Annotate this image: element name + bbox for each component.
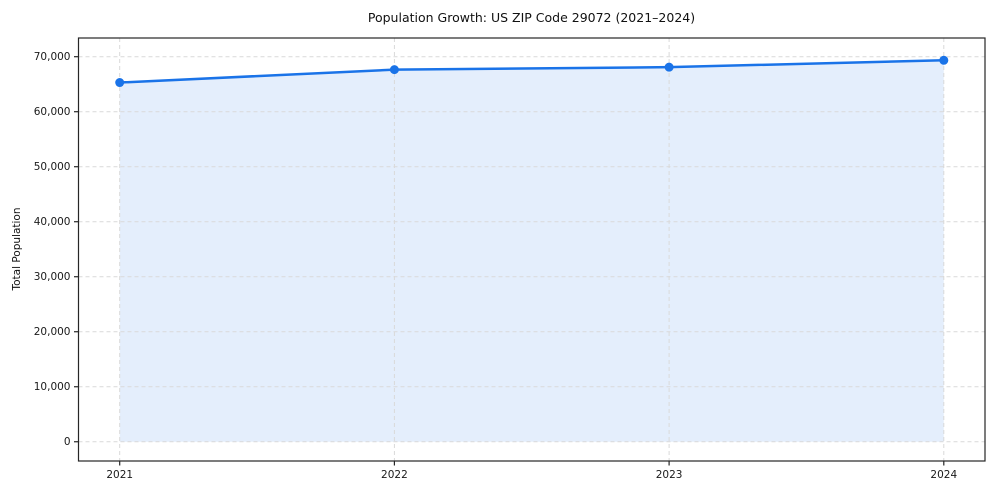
- x-tick-label: 2022: [381, 469, 408, 481]
- x-tick-label: 2023: [656, 469, 683, 481]
- data-point-marker: [939, 55, 949, 65]
- data-point-marker: [389, 65, 399, 75]
- y-tick-label: 30,000: [34, 271, 71, 283]
- x-tick-label: 2021: [106, 469, 133, 481]
- series-line: [118, 59, 946, 84]
- data-point-marker: [115, 78, 125, 88]
- y-tick-label: 10,000: [34, 381, 71, 393]
- y-tick-label: 0: [64, 436, 71, 448]
- series-area-fill: [119, 60, 944, 442]
- y-tick-label: 60,000: [34, 106, 71, 118]
- y-tick-label: 20,000: [34, 326, 71, 338]
- y-tick-label: 50,000: [34, 161, 71, 173]
- data-point-marker: [664, 62, 674, 72]
- y-tick-label: 70,000: [34, 51, 71, 63]
- chart-title: Population Growth: US ZIP Code 29072 (20…: [367, 10, 696, 25]
- plot-border: [77, 37, 986, 462]
- x-tick-label: 2024: [930, 469, 957, 481]
- y-tick-label: 40,000: [34, 216, 71, 228]
